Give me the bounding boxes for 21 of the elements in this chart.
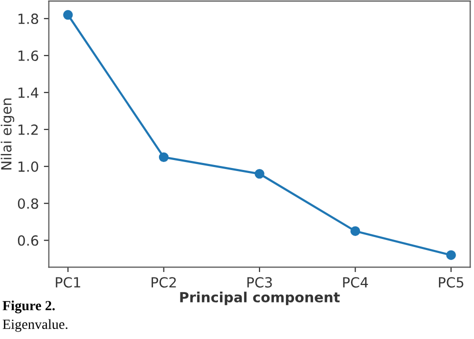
x-axis-title: Principal component [180,292,340,306]
text: Eigenvalue. [2,319,68,332]
y-tick-label: 1.6 [18,50,38,62]
y-tick-label: 0.6 [18,235,38,246]
x-tick-label: PC1 [56,277,80,288]
y-tick-label: 1.8 [18,14,38,24]
point [446,250,456,260]
point [350,226,360,236]
y-tick-label: 1.4 [18,88,38,98]
point [63,10,73,20]
y-tick-label: 1.2 [18,124,38,135]
x-tick-label: PC4 [343,277,368,288]
point [254,168,264,179]
caption: Figure 2. [2,300,55,314]
y-tick-label: 0.8 [18,198,38,209]
x-tick-label: PC2 [152,277,176,288]
point [158,152,169,162]
y-tick-label: 1.0 [18,161,38,172]
x-tick-label: PC5 [438,277,464,288]
x-tick-label: PC3 [247,277,272,288]
y-axis-title: Nilai eigen [0,98,14,170]
